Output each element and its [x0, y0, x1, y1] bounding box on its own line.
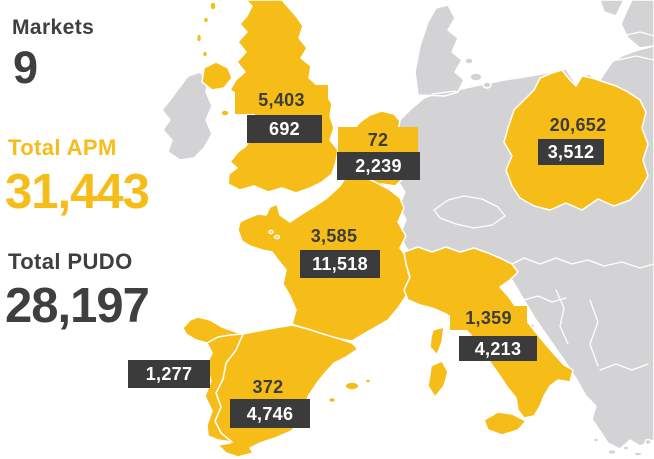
border-hungary-romania	[507, 257, 654, 269]
balearic-island	[364, 378, 372, 384]
danish-island	[469, 72, 483, 82]
country-northern-ireland	[201, 61, 233, 91]
country-scandinavia-west	[599, 0, 625, 17]
total-pudo-value: 28,197	[5, 279, 150, 333]
country-ireland	[161, 71, 213, 161]
greek-island	[633, 451, 643, 457]
country-portugal	[204, 333, 244, 443]
border-denmark-germany	[431, 90, 457, 95]
balearic-island	[344, 381, 360, 391]
danish-island	[464, 57, 474, 65]
border-baltics-2	[599, 55, 654, 61]
border-czechia	[433, 195, 506, 229]
scottish-island	[201, 50, 209, 58]
isle-of-man	[220, 109, 230, 117]
poland-apm-badge: 20,652	[540, 114, 616, 136]
markets-value: 9	[13, 42, 38, 93]
border-balkans-1	[555, 289, 569, 345]
spain-apm-badge: 372	[240, 377, 296, 396]
france-pudo-badge: 11,518	[300, 250, 380, 278]
country-italy	[403, 246, 574, 419]
markets-stat: Markets 9	[12, 17, 94, 90]
danish-island	[482, 81, 492, 89]
uk-apm-badge: 5,403	[235, 85, 328, 114]
italy-apm-badge: 1,359	[450, 306, 527, 330]
border-greece-north	[599, 363, 649, 371]
spain-pudo-badge: 4,746	[230, 399, 310, 428]
country-denmark	[414, 4, 465, 97]
total-apm-label: Total APM	[8, 135, 117, 160]
border-baltics-1	[603, 31, 654, 37]
island-sicily	[483, 411, 527, 436]
border-balkans-2	[589, 299, 599, 367]
benelux-apm-badge: 72	[338, 127, 418, 152]
total-apm-value: 31,443	[5, 165, 150, 219]
island-corsica	[429, 326, 445, 356]
scottish-island	[202, 16, 210, 24]
portugal-pudo-badge: 1,277	[128, 360, 210, 388]
italy-pudo-badge: 4,213	[459, 336, 537, 361]
island-sardinia	[427, 360, 449, 398]
balearic-island	[327, 396, 337, 404]
france-apm-badge: 3,585	[306, 226, 362, 246]
scottish-island	[195, 33, 203, 43]
channel-island	[268, 229, 274, 235]
channel-island	[273, 234, 281, 240]
greek-island	[592, 437, 600, 443]
greek-island	[644, 438, 652, 446]
markets-label: Markets	[12, 16, 95, 39]
scottish-island	[209, 1, 217, 11]
total-pudo-stat: Total PUDO 28,197	[5, 249, 150, 333]
total-apm-stat: Total APM 31,443	[5, 135, 150, 219]
poland-pudo-badge: 3,512	[538, 139, 604, 165]
greek-island	[607, 448, 617, 456]
benelux-pudo-badge: 2,239	[337, 152, 420, 180]
total-pudo-label: Total PUDO	[8, 249, 133, 274]
country-scandinavia-east	[620, 0, 654, 49]
greek-island	[622, 445, 630, 451]
border-croatia	[523, 295, 567, 303]
uk-pudo-badge: 692	[247, 115, 322, 143]
